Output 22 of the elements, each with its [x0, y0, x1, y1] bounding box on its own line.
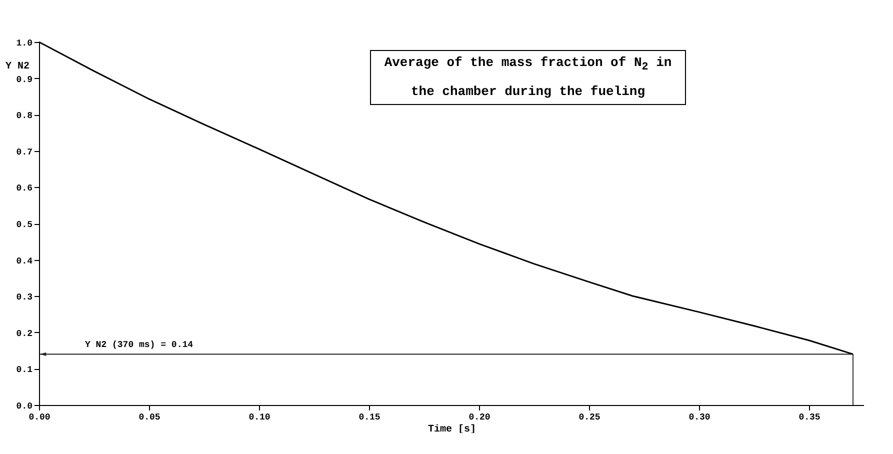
y-tick-label: 0.7	[16, 147, 32, 158]
y-tick-label: 0.6	[16, 184, 32, 194]
x-tick-label: 0.05	[138, 412, 160, 422]
y-tick-label: 0.8	[16, 111, 32, 122]
x-tick-label: 0.20	[468, 412, 490, 422]
ref-line-label: Y N2 (370 ms) = 0.14	[85, 340, 194, 350]
y-tick-label: 0.9	[16, 74, 32, 85]
chart-title: Average of the mass fraction of N$_{2}$ in the chamber during the fueling	[384, 55, 672, 99]
x-tick-label: 0.30	[688, 412, 710, 422]
y-tick-label: 0.0	[16, 402, 32, 412]
x-tick-label: 0.00	[28, 412, 50, 422]
y-tick-label: 0.5	[16, 220, 32, 230]
y-tick-label: 0.1	[16, 365, 34, 376]
y-tick-label: 1.0	[16, 38, 32, 48]
y-tick-label: 0.4	[16, 256, 34, 266]
y-axis-title: Y N2	[6, 62, 30, 72]
x-tick-label: 0.35	[798, 412, 820, 422]
x-tick-label: 0.10	[248, 412, 270, 422]
y-tick-label: 0.3	[16, 292, 32, 303]
x-tick-label: 0.25	[578, 412, 600, 422]
x-tick-label: 0.15	[358, 412, 380, 422]
y-tick-label: 0.2	[16, 328, 32, 339]
